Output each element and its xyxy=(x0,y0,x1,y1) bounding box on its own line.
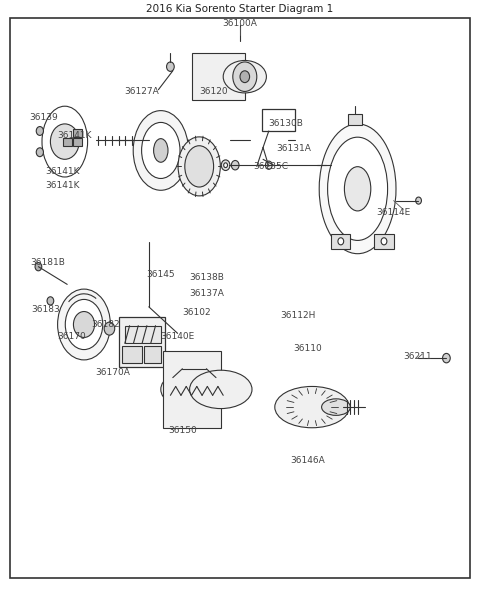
Circle shape xyxy=(50,124,79,159)
Circle shape xyxy=(231,160,239,170)
Circle shape xyxy=(167,62,174,71)
Text: 36114E: 36114E xyxy=(376,208,411,217)
Circle shape xyxy=(104,322,115,335)
Ellipse shape xyxy=(154,139,168,162)
Text: 36150: 36150 xyxy=(168,426,197,435)
Circle shape xyxy=(35,263,42,271)
Text: 36120: 36120 xyxy=(199,87,228,96)
Text: 36145: 36145 xyxy=(146,270,175,279)
Text: 36146A: 36146A xyxy=(290,455,324,465)
Text: 36183: 36183 xyxy=(31,305,60,314)
Text: 36112H: 36112H xyxy=(280,311,315,320)
Text: 36102: 36102 xyxy=(182,308,211,317)
Ellipse shape xyxy=(345,166,371,211)
Circle shape xyxy=(233,62,257,91)
Text: 36182: 36182 xyxy=(91,320,120,329)
Ellipse shape xyxy=(142,123,180,178)
Text: 36139: 36139 xyxy=(29,113,58,123)
Text: 36141K: 36141K xyxy=(45,181,80,191)
Bar xyxy=(122,346,142,363)
Bar xyxy=(374,234,394,249)
Text: 36140E: 36140E xyxy=(160,332,195,341)
Circle shape xyxy=(73,312,95,337)
Bar xyxy=(262,109,295,131)
Ellipse shape xyxy=(319,124,396,254)
Text: 36100A: 36100A xyxy=(223,19,257,28)
Text: 36137A: 36137A xyxy=(189,289,224,298)
Ellipse shape xyxy=(133,111,188,191)
Bar xyxy=(125,326,161,343)
Bar xyxy=(192,53,245,100)
Text: 36141K: 36141K xyxy=(57,131,92,140)
Ellipse shape xyxy=(185,146,214,187)
Text: 36181B: 36181B xyxy=(31,258,65,267)
Ellipse shape xyxy=(161,371,223,408)
Ellipse shape xyxy=(199,61,242,93)
Ellipse shape xyxy=(223,61,266,93)
Ellipse shape xyxy=(36,126,44,135)
Bar xyxy=(119,317,165,367)
Text: 36130B: 36130B xyxy=(268,119,303,129)
Text: 36211: 36211 xyxy=(403,352,432,362)
Bar xyxy=(348,114,362,125)
Circle shape xyxy=(224,163,228,168)
Text: 36138B: 36138B xyxy=(189,273,224,282)
Ellipse shape xyxy=(58,289,110,360)
Text: 36110: 36110 xyxy=(293,343,322,353)
Ellipse shape xyxy=(322,399,350,415)
Circle shape xyxy=(338,238,344,245)
Circle shape xyxy=(443,353,450,363)
Ellipse shape xyxy=(275,386,349,428)
Bar xyxy=(73,138,82,146)
Text: 36170A: 36170A xyxy=(96,368,130,378)
Text: 36170: 36170 xyxy=(58,332,86,341)
Text: 36141K: 36141K xyxy=(45,166,80,176)
Bar xyxy=(163,351,221,428)
Ellipse shape xyxy=(65,299,103,349)
Circle shape xyxy=(240,71,250,83)
Circle shape xyxy=(221,160,230,171)
Circle shape xyxy=(416,197,421,204)
Circle shape xyxy=(265,161,272,169)
Circle shape xyxy=(47,297,54,305)
Text: 36127A: 36127A xyxy=(124,87,159,96)
Bar xyxy=(144,346,161,363)
Ellipse shape xyxy=(327,137,388,241)
Bar xyxy=(331,234,350,249)
Text: 2016 Kia Sorento Starter Diagram 1: 2016 Kia Sorento Starter Diagram 1 xyxy=(146,4,334,14)
Text: 36131A: 36131A xyxy=(276,144,311,153)
Bar xyxy=(63,138,72,146)
Ellipse shape xyxy=(36,148,44,157)
Ellipse shape xyxy=(190,371,252,408)
Ellipse shape xyxy=(42,106,88,177)
Bar xyxy=(73,129,82,137)
Circle shape xyxy=(381,238,387,245)
Ellipse shape xyxy=(178,137,220,196)
Text: 36135C: 36135C xyxy=(254,162,288,171)
